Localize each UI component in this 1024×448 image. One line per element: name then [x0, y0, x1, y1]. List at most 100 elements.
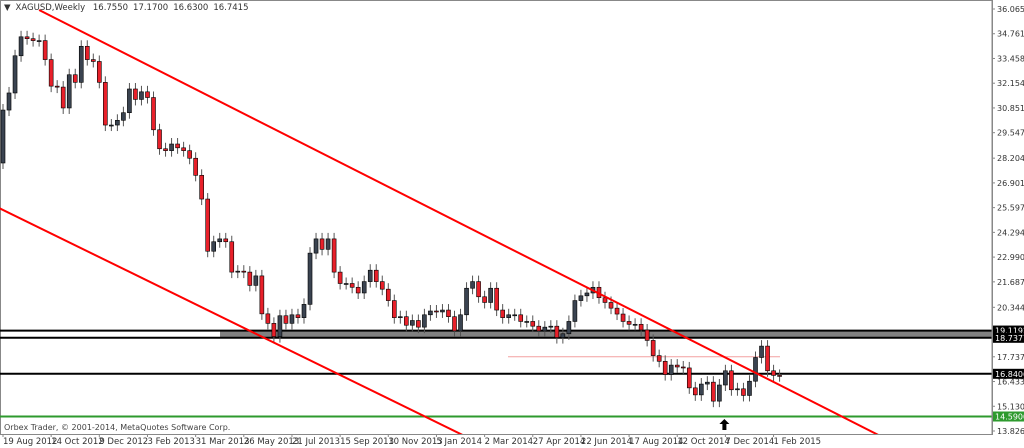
price-tick-label: 20.3440 — [997, 303, 1024, 312]
candle-body-bear — [331, 238, 337, 273]
candle-body-bear — [97, 61, 102, 83]
candle — [259, 269, 265, 320]
price-tick-label: 13.8265 — [997, 427, 1024, 436]
candle — [560, 327, 566, 344]
candle — [626, 315, 632, 331]
candle-body-bull — [488, 287, 493, 303]
candle-body-bull — [506, 314, 511, 318]
candle — [319, 232, 325, 256]
time-tick-label: 7 Dec 2014 — [725, 437, 774, 447]
up-arrow-icon — [719, 419, 730, 430]
candle-body-bull — [109, 124, 114, 127]
candle-body-bear — [48, 59, 54, 87]
candle-body-bear — [60, 86, 66, 109]
candle-body-bull — [398, 316, 403, 318]
candle-body-bull — [524, 321, 530, 323]
candle-body-bull — [464, 287, 469, 316]
candle — [398, 310, 403, 324]
candle-body-bear — [626, 321, 632, 325]
candle-body-bear — [771, 370, 776, 376]
symbol-label: XAGUSD,Weekly — [15, 3, 86, 13]
candle-body-bull — [115, 119, 120, 126]
lower-channel-line — [0, 207, 463, 434]
candle — [301, 298, 307, 324]
price-tick-label: 30.8510 — [997, 104, 1024, 113]
candle-body-bull — [566, 321, 572, 335]
candle — [644, 323, 650, 347]
time-tick-label: 26 May 2013 — [244, 437, 299, 447]
candle — [277, 309, 283, 343]
time-tick-label: 31 Mar 2013 — [196, 437, 250, 447]
candle — [313, 232, 319, 260]
candle — [72, 68, 78, 89]
candle-body-bull — [121, 112, 126, 121]
candle — [464, 282, 469, 321]
candle — [512, 308, 518, 321]
candle — [121, 106, 126, 127]
candle-body-bull — [277, 315, 283, 337]
candle — [60, 81, 66, 114]
candle — [355, 281, 361, 299]
candle — [307, 247, 313, 311]
candle — [181, 141, 186, 157]
candle-body-bull — [747, 380, 752, 396]
price-tick-label: 24.2940 — [997, 228, 1024, 237]
price-tick-label: 25.5975 — [997, 204, 1024, 213]
candle — [325, 232, 331, 256]
time-tick-label: 3 Feb 2013 — [147, 437, 195, 447]
candle-body-bull — [78, 45, 84, 83]
candle-body-bear — [151, 97, 156, 131]
candle — [735, 382, 740, 396]
candle-body-bear — [259, 275, 265, 315]
low-value: 16.6300 — [173, 3, 209, 13]
candle-body-bull — [361, 281, 367, 294]
candle — [452, 310, 457, 337]
price-tick-label: 15.1300 — [997, 402, 1024, 411]
candle-body-bull — [470, 281, 475, 289]
candle-body-bull — [410, 320, 415, 326]
candle — [30, 32, 36, 47]
price-tick-label: 34.7615 — [997, 30, 1024, 39]
price-tick-label: 21.6870 — [997, 278, 1024, 287]
candle — [650, 334, 656, 362]
time-tick-label: 27 Apr 2014 — [533, 437, 586, 447]
price-tick-label: 28.2045 — [997, 154, 1024, 163]
candle — [572, 294, 578, 328]
candle — [385, 283, 391, 307]
triangle-down-icon[interactable]: ▼ — [4, 3, 11, 13]
candle-body-bear — [355, 286, 361, 294]
candle — [217, 232, 223, 248]
candle — [54, 80, 60, 94]
candle — [235, 265, 241, 279]
candle — [446, 304, 451, 323]
candle — [187, 144, 192, 165]
candles — [0, 9, 879, 434]
candle — [518, 308, 524, 328]
candle — [602, 291, 608, 309]
price-tag — [993, 332, 1024, 343]
candle — [103, 76, 108, 132]
candle-body-bear — [446, 309, 451, 317]
candle-body-bear — [416, 320, 421, 328]
candle — [163, 142, 168, 157]
price-axis: 36.0650 34.7615 33.4580 32.1545 30.8510 29.54… — [991, 0, 1024, 436]
candle-body-bear — [24, 36, 30, 39]
candle-body-bear — [42, 40, 48, 60]
candle-body-bear — [482, 296, 487, 303]
candle-body-bear — [602, 297, 608, 303]
price-tag — [993, 411, 1024, 422]
candle-body-bull — [705, 381, 710, 385]
price-tag-label: 16.8406 — [995, 370, 1024, 379]
candle-body-bear — [638, 323, 644, 331]
candle — [265, 307, 271, 330]
candle-body-bear — [193, 157, 198, 176]
time-tick-label: 15 Sep 2013 — [340, 437, 394, 447]
candle — [253, 269, 259, 292]
candle-body-bear — [223, 238, 229, 243]
candle — [494, 282, 499, 317]
price-tag-label: 18.7377 — [995, 334, 1024, 343]
candle — [741, 382, 746, 402]
price-tag — [993, 325, 1024, 336]
candle-body-bull — [343, 283, 349, 285]
